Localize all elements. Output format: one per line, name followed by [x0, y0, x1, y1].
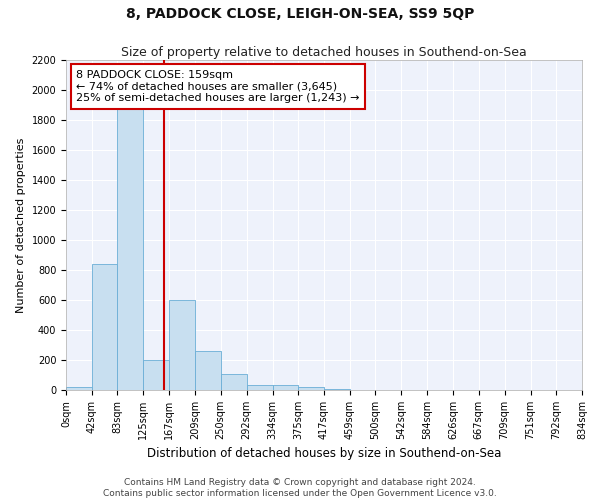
Bar [118, 105, 143, 390]
Bar [247, 385, 272, 390]
Y-axis label: Number of detached properties: Number of detached properties [16, 138, 26, 312]
Title: Size of property relative to detached houses in Southend-on-Sea: Size of property relative to detached ho… [121, 46, 527, 59]
Text: 8 PADDOCK CLOSE: 159sqm
← 74% of detached houses are smaller (3,645)
25% of semi: 8 PADDOCK CLOSE: 159sqm ← 74% of detache… [76, 70, 360, 103]
Bar [143, 360, 169, 390]
Bar [196, 351, 221, 390]
Bar [92, 264, 118, 390]
Bar [298, 387, 324, 390]
X-axis label: Distribution of detached houses by size in Southend-on-Sea: Distribution of detached houses by size … [147, 448, 501, 460]
Bar [66, 387, 92, 390]
Text: 8, PADDOCK CLOSE, LEIGH-ON-SEA, SS9 5QP: 8, PADDOCK CLOSE, LEIGH-ON-SEA, SS9 5QP [126, 8, 474, 22]
Bar [324, 388, 350, 390]
Text: Contains HM Land Registry data © Crown copyright and database right 2024.
Contai: Contains HM Land Registry data © Crown c… [103, 478, 497, 498]
Bar [221, 374, 247, 390]
Bar [169, 300, 196, 390]
Bar [272, 385, 298, 390]
